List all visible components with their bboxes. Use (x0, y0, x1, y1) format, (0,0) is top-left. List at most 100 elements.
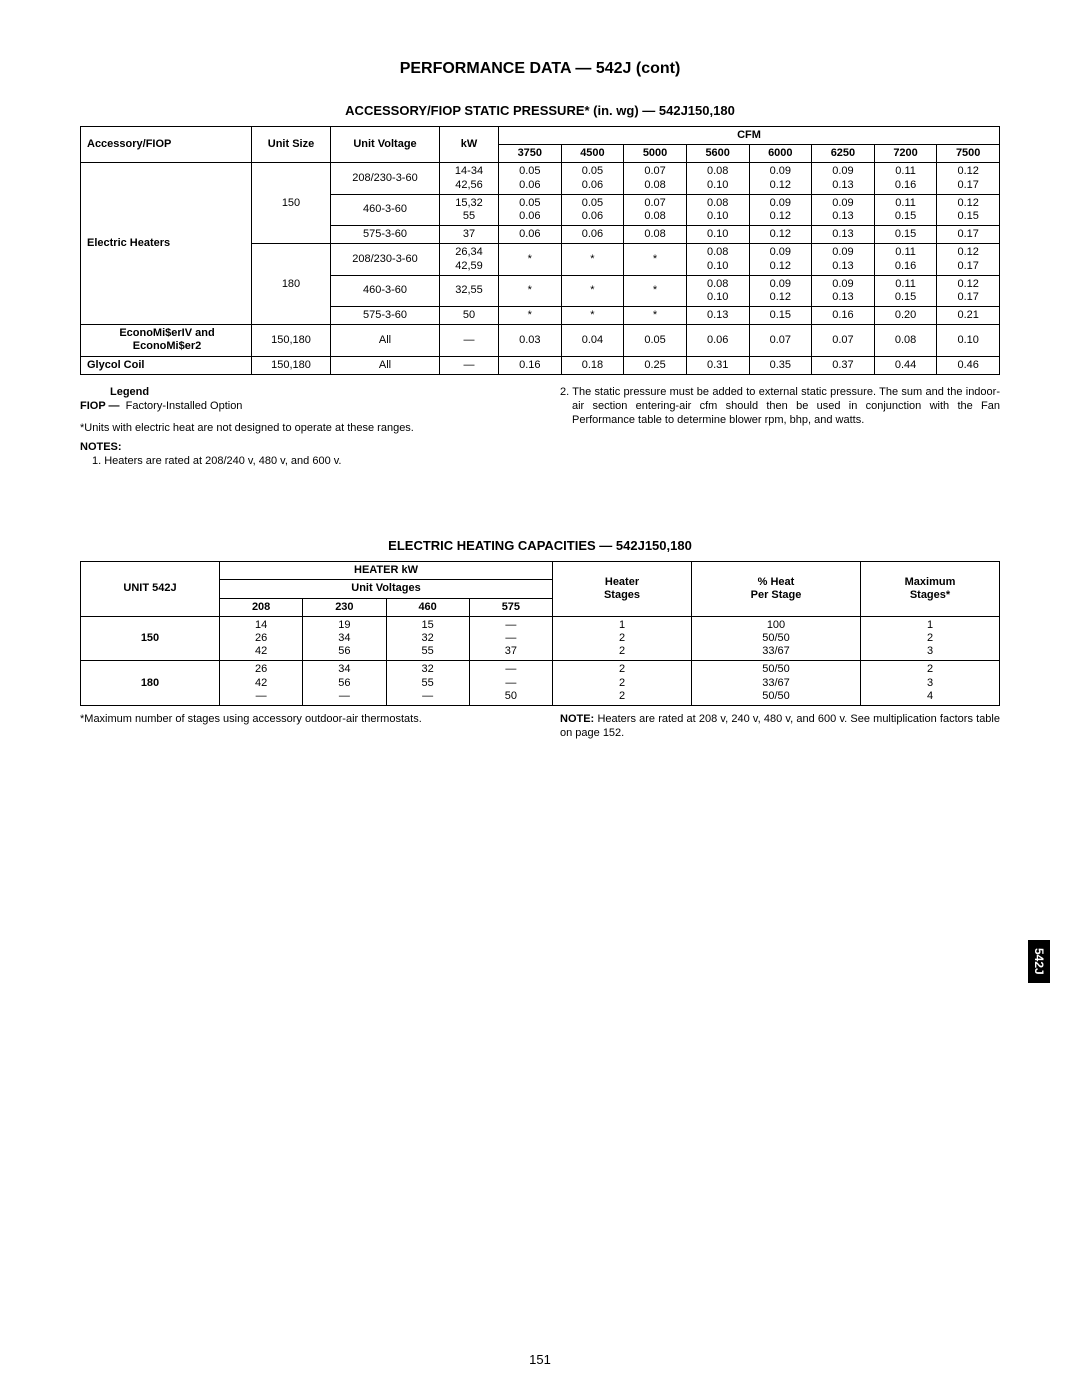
cell: 0.15 (874, 226, 937, 244)
cell: 150,180 (252, 356, 331, 374)
cell: 0.050.06 (499, 163, 562, 194)
hdr-pct-heat: % HeatPer Stage (692, 562, 861, 617)
cell: — (440, 325, 499, 356)
cell: 0.13 (686, 307, 749, 325)
heating-capacities-table: UNIT 542J HEATER kW HeaterStages % HeatP… (80, 561, 1000, 706)
asterisk-note: *Units with electric heat are not design… (80, 421, 520, 435)
unit-size-150: 150 (252, 163, 331, 244)
cell: 0.070.08 (624, 194, 687, 225)
hdr-cfm-6: 7200 (874, 145, 937, 163)
cell: 0.06 (561, 226, 624, 244)
legend-title: Legend (110, 385, 520, 399)
cell: 0.15 (749, 307, 812, 325)
hdr-cfm-0: 3750 (499, 145, 562, 163)
cell: 123 (861, 616, 1000, 661)
hdr-230: 230 (303, 598, 386, 616)
cell: 0.05 (624, 325, 687, 356)
cell: 122 (553, 616, 692, 661)
cell: 0.12 (749, 226, 812, 244)
cell: 0.16 (499, 356, 562, 374)
fiop-label: FIOP — (80, 400, 120, 412)
cell: 0.17 (937, 226, 1000, 244)
cell: ——37 (469, 616, 552, 661)
cell: * (499, 244, 562, 275)
hdr-heater-kw: HEATER kW (220, 562, 553, 580)
unit-size-180: 180 (252, 244, 331, 325)
cell: 0.31 (686, 356, 749, 374)
cell: 0.35 (749, 356, 812, 374)
cell: 0.050.06 (561, 194, 624, 225)
table2-title: ELECTRIC HEATING CAPACITIES — 542J150,18… (80, 538, 1000, 553)
cell: 0.08 (624, 226, 687, 244)
cell: 0.16 (812, 307, 875, 325)
footnote-left: *Maximum number of stages using accessor… (80, 712, 520, 741)
page-number: 151 (0, 1352, 1080, 1367)
footnote-right-label: NOTE: (560, 713, 594, 725)
cell: 0.25 (624, 356, 687, 374)
cell: 234 (861, 661, 1000, 706)
cell: 0.110.16 (874, 244, 937, 275)
table-row: 180 2642— 3456— 3255— ——50 222 50/5033/6… (81, 661, 1000, 706)
cell: 0.090.13 (812, 275, 875, 306)
cell: 0.37 (812, 356, 875, 374)
cell: 0.090.13 (812, 194, 875, 225)
hdr-max-stages: MaximumStages* (861, 562, 1000, 617)
cell: 0.120.17 (937, 244, 1000, 275)
hdr-unit-size: Unit Size (252, 127, 331, 163)
cell: 0.10 (686, 226, 749, 244)
hdr-460: 460 (386, 598, 469, 616)
side-tab: 542J (1028, 940, 1050, 983)
unit-180: 180 (81, 661, 220, 706)
cell: * (624, 244, 687, 275)
cell: 0.08 (874, 325, 937, 356)
cell: 0.07 (749, 325, 812, 356)
cell: 0.110.15 (874, 275, 937, 306)
notes-block: Legend FIOP — Factory-Installed Option *… (80, 385, 1000, 468)
cell: 0.090.12 (749, 275, 812, 306)
static-pressure-table: Accessory/FIOP Unit Size Unit Voltage kW… (80, 126, 1000, 375)
cell: * (561, 275, 624, 306)
glycol-label: Glycol Coil (81, 356, 252, 374)
cell: 0.080.10 (686, 275, 749, 306)
cell: * (624, 275, 687, 306)
cell-voltage: 208/230-3-60 (331, 163, 440, 194)
hdr-heater-stages: HeaterStages (553, 562, 692, 617)
table-row: Electric Heaters 150 208/230-3-60 14-344… (81, 163, 1000, 194)
electric-heaters-label: Electric Heaters (81, 163, 252, 325)
cell: — (440, 356, 499, 374)
cell: All (331, 325, 440, 356)
cell: 3255— (386, 661, 469, 706)
table2-footnotes: *Maximum number of stages using accessor… (80, 712, 1000, 741)
cell: 0.080.10 (686, 163, 749, 194)
table-row: 150 142642 193456 153255 ——37 122 10050/… (81, 616, 1000, 661)
hdr-accessory: Accessory/FIOP (81, 127, 252, 163)
cell: 0.120.15 (937, 194, 1000, 225)
hdr-cfm: CFM (499, 127, 1000, 145)
cell-voltage: 575-3-60 (331, 307, 440, 325)
note-1: 1. Heaters are rated at 208/240 v, 480 v… (92, 454, 520, 468)
cell-kw: 50 (440, 307, 499, 325)
cell: 0.050.06 (499, 194, 562, 225)
cell: 3456— (303, 661, 386, 706)
cell: 0.04 (561, 325, 624, 356)
cell: ——50 (469, 661, 552, 706)
cell: 0.06 (499, 226, 562, 244)
cell: 0.080.10 (686, 244, 749, 275)
hdr-208: 208 (220, 598, 303, 616)
hdr-cfm-5: 6250 (812, 145, 875, 163)
cell: 0.46 (937, 356, 1000, 374)
unit-150: 150 (81, 616, 220, 661)
cell: 2642— (220, 661, 303, 706)
hdr-unit-voltage: Unit Voltage (331, 127, 440, 163)
hdr-cfm-3: 5600 (686, 145, 749, 163)
cell: * (499, 307, 562, 325)
table-row: Glycol Coil 150,180 All — 0.16 0.18 0.25… (81, 356, 1000, 374)
cell-kw: 32,55 (440, 275, 499, 306)
cell: 50/5033/6750/50 (692, 661, 861, 706)
hdr-575: 575 (469, 598, 552, 616)
cell: 193456 (303, 616, 386, 661)
cell: 0.090.13 (812, 163, 875, 194)
notes-title: NOTES: (80, 440, 520, 454)
cell: 0.120.17 (937, 275, 1000, 306)
cell: 0.090.12 (749, 163, 812, 194)
